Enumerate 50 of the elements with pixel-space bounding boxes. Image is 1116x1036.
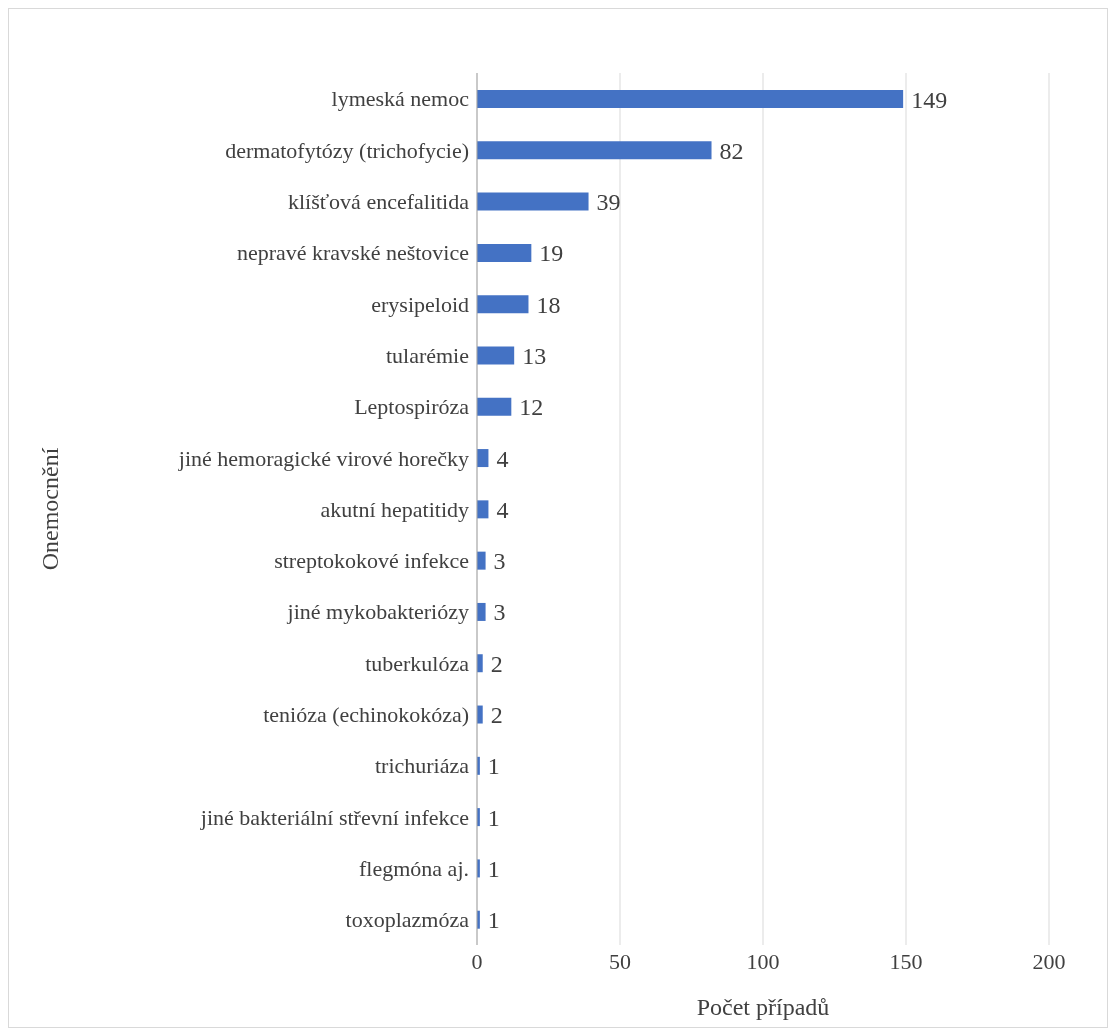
y-tick-label: jiné bakteriální střevní infekce [199,804,469,830]
y-tick-label: dermatofytózy (trichofycie) [225,137,469,163]
x-tick-label: 0 [471,948,483,974]
y-tick-label: klíšťová encefalitida [287,189,470,215]
y-tick-label: tularémie [385,342,469,368]
y-tick-label: toxoplazmóza [345,907,470,933]
y-tick-label: Leptospiróza [354,394,470,420]
bar [477,90,904,108]
bar [477,346,515,365]
y-tick-label: trichuriáza [374,753,470,779]
data-label: 4 [496,496,509,523]
data-label: 1 [487,804,500,831]
y-tick-label: jiné hemoragické virové horečky [177,445,469,471]
y-tick-label: akutní hepatitidy [320,496,469,522]
bar [477,602,486,621]
y-tick-label: lymeská nemoc [331,86,470,112]
data-label: 2 [490,650,503,677]
x-axis-title: Počet případů [696,994,830,1020]
y-tick-label: tuberkulóza [365,650,470,676]
data-label: 149 [911,86,948,113]
data-label: 1 [487,855,500,882]
bar [477,192,589,211]
data-label: 82 [719,137,744,164]
bar [477,551,486,570]
data-label: 18 [536,291,561,318]
data-label: 1 [487,907,500,934]
y-tick-label: flegmóna aj. [359,855,469,881]
data-label: 4 [496,445,509,472]
data-label: 3 [493,548,506,575]
y-tick-label: erysipeloid [371,291,469,317]
x-tick-label: 200 [1032,948,1066,974]
y-tick-label: jiné mykobakteriózy [286,599,469,625]
y-tick-label: tenióza (echinokokóza) [263,701,469,727]
bar [477,243,532,262]
x-tick-label: 100 [746,948,780,974]
data-label: 2 [490,702,503,729]
x-tick-label: 50 [609,948,631,974]
bar [477,295,529,314]
data-label: 12 [519,394,544,421]
bar [477,141,712,160]
data-label: 19 [539,240,564,267]
bar [477,397,512,416]
y-axis-title: Onemocnění [36,447,63,571]
y-tick-label: nepravé kravské neštovice [236,240,469,266]
data-label: 3 [493,599,506,626]
y-tick-label: streptokokové infekce [274,548,469,574]
data-label: 13 [522,342,547,369]
data-label: 39 [596,189,621,216]
x-tick-label: 150 [889,948,923,974]
data-label: 1 [487,753,500,780]
